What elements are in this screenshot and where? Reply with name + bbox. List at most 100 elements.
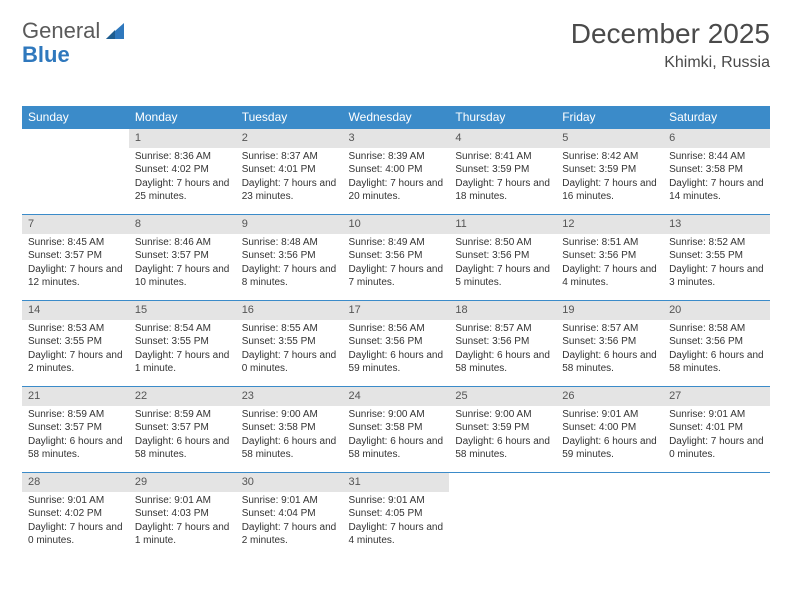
sunset-text: Sunset: 3:55 PM bbox=[669, 249, 764, 263]
daylight-text: Daylight: 6 hours and 58 minutes. bbox=[669, 349, 764, 376]
calendar-cell: 12Sunrise: 8:51 AMSunset: 3:56 PMDayligh… bbox=[556, 215, 663, 301]
calendar-cell: 6Sunrise: 8:44 AMSunset: 3:58 PMDaylight… bbox=[663, 129, 770, 215]
daylight-text: Daylight: 6 hours and 59 minutes. bbox=[349, 349, 444, 376]
page-header: General December 2025 Khimki, Russia bbox=[22, 18, 770, 72]
day-info: Sunrise: 8:56 AMSunset: 3:56 PMDaylight:… bbox=[343, 320, 450, 380]
dayname-mon: Monday bbox=[129, 106, 236, 129]
sunrise-text: Sunrise: 8:37 AM bbox=[242, 150, 337, 164]
sunset-text: Sunset: 3:58 PM bbox=[669, 163, 764, 177]
day-info: Sunrise: 9:01 AMSunset: 4:01 PMDaylight:… bbox=[663, 406, 770, 466]
calendar-week: 1Sunrise: 8:36 AMSunset: 4:02 PMDaylight… bbox=[22, 129, 770, 215]
daylight-text: Daylight: 7 hours and 12 minutes. bbox=[28, 263, 123, 290]
daylight-text: Daylight: 7 hours and 4 minutes. bbox=[349, 521, 444, 548]
daylight-text: Daylight: 7 hours and 0 minutes. bbox=[242, 349, 337, 376]
sunrise-text: Sunrise: 9:01 AM bbox=[669, 408, 764, 422]
day-info: Sunrise: 8:50 AMSunset: 3:56 PMDaylight:… bbox=[449, 234, 556, 294]
daylight-text: Daylight: 6 hours and 58 minutes. bbox=[135, 435, 230, 462]
sunrise-text: Sunrise: 9:00 AM bbox=[455, 408, 550, 422]
sunrise-text: Sunrise: 8:49 AM bbox=[349, 236, 444, 250]
day-info: Sunrise: 9:00 AMSunset: 3:58 PMDaylight:… bbox=[343, 406, 450, 466]
calendar-cell: 23Sunrise: 9:00 AMSunset: 3:58 PMDayligh… bbox=[236, 387, 343, 473]
day-number: 26 bbox=[556, 387, 663, 406]
day-number: 28 bbox=[22, 473, 129, 492]
day-number: 5 bbox=[556, 129, 663, 148]
calendar-cell: 22Sunrise: 8:59 AMSunset: 3:57 PMDayligh… bbox=[129, 387, 236, 473]
sunset-text: Sunset: 3:56 PM bbox=[562, 335, 657, 349]
calendar-cell: 9Sunrise: 8:48 AMSunset: 3:56 PMDaylight… bbox=[236, 215, 343, 301]
daylight-text: Daylight: 7 hours and 1 minute. bbox=[135, 521, 230, 548]
day-info: Sunrise: 8:39 AMSunset: 4:00 PMDaylight:… bbox=[343, 148, 450, 208]
sunrise-text: Sunrise: 9:01 AM bbox=[562, 408, 657, 422]
daylight-text: Daylight: 6 hours and 59 minutes. bbox=[562, 435, 657, 462]
day-number: 20 bbox=[663, 301, 770, 320]
calendar-week: 7Sunrise: 8:45 AMSunset: 3:57 PMDaylight… bbox=[22, 215, 770, 301]
day-info: Sunrise: 9:01 AMSunset: 4:03 PMDaylight:… bbox=[129, 492, 236, 552]
sunset-text: Sunset: 3:58 PM bbox=[349, 421, 444, 435]
calendar-cell: 2Sunrise: 8:37 AMSunset: 4:01 PMDaylight… bbox=[236, 129, 343, 215]
sunrise-text: Sunrise: 8:52 AM bbox=[669, 236, 764, 250]
logo-word-general: General bbox=[22, 18, 100, 44]
calendar-cell: 8Sunrise: 8:46 AMSunset: 3:57 PMDaylight… bbox=[129, 215, 236, 301]
daylight-text: Daylight: 7 hours and 2 minutes. bbox=[28, 349, 123, 376]
sunrise-text: Sunrise: 8:46 AM bbox=[135, 236, 230, 250]
sunset-text: Sunset: 3:56 PM bbox=[455, 335, 550, 349]
calendar-cell: 11Sunrise: 8:50 AMSunset: 3:56 PMDayligh… bbox=[449, 215, 556, 301]
day-info: Sunrise: 8:54 AMSunset: 3:55 PMDaylight:… bbox=[129, 320, 236, 380]
sunrise-text: Sunrise: 8:54 AM bbox=[135, 322, 230, 336]
calendar-cell: 30Sunrise: 9:01 AMSunset: 4:04 PMDayligh… bbox=[236, 473, 343, 559]
sunset-text: Sunset: 3:55 PM bbox=[242, 335, 337, 349]
sunset-text: Sunset: 4:01 PM bbox=[669, 421, 764, 435]
sunset-text: Sunset: 3:57 PM bbox=[28, 421, 123, 435]
calendar-cell: 5Sunrise: 8:42 AMSunset: 3:59 PMDaylight… bbox=[556, 129, 663, 215]
sunrise-text: Sunrise: 8:57 AM bbox=[455, 322, 550, 336]
sunset-text: Sunset: 3:56 PM bbox=[562, 249, 657, 263]
calendar-cell: 18Sunrise: 8:57 AMSunset: 3:56 PMDayligh… bbox=[449, 301, 556, 387]
sunrise-text: Sunrise: 8:44 AM bbox=[669, 150, 764, 164]
calendar-cell: 26Sunrise: 9:01 AMSunset: 4:00 PMDayligh… bbox=[556, 387, 663, 473]
calendar-cell: 31Sunrise: 9:01 AMSunset: 4:05 PMDayligh… bbox=[343, 473, 450, 559]
calendar-table: Sunday Monday Tuesday Wednesday Thursday… bbox=[22, 106, 770, 559]
calendar-cell: 1Sunrise: 8:36 AMSunset: 4:02 PMDaylight… bbox=[129, 129, 236, 215]
daylight-text: Daylight: 7 hours and 8 minutes. bbox=[242, 263, 337, 290]
day-info: Sunrise: 8:57 AMSunset: 3:56 PMDaylight:… bbox=[556, 320, 663, 380]
calendar-cell: 15Sunrise: 8:54 AMSunset: 3:55 PMDayligh… bbox=[129, 301, 236, 387]
title-block: December 2025 Khimki, Russia bbox=[571, 18, 770, 72]
day-number: 8 bbox=[129, 215, 236, 234]
daylight-text: Daylight: 7 hours and 7 minutes. bbox=[349, 263, 444, 290]
daylight-text: Daylight: 6 hours and 58 minutes. bbox=[349, 435, 444, 462]
calendar-week: 14Sunrise: 8:53 AMSunset: 3:55 PMDayligh… bbox=[22, 301, 770, 387]
dayname-fri: Friday bbox=[556, 106, 663, 129]
sunrise-text: Sunrise: 9:01 AM bbox=[349, 494, 444, 508]
calendar-cell bbox=[22, 129, 129, 215]
sunset-text: Sunset: 3:59 PM bbox=[455, 163, 550, 177]
calendar-cell: 13Sunrise: 8:52 AMSunset: 3:55 PMDayligh… bbox=[663, 215, 770, 301]
dayname-sat: Saturday bbox=[663, 106, 770, 129]
day-number: 14 bbox=[22, 301, 129, 320]
sunrise-text: Sunrise: 9:00 AM bbox=[242, 408, 337, 422]
sunset-text: Sunset: 3:59 PM bbox=[562, 163, 657, 177]
sunset-text: Sunset: 4:04 PM bbox=[242, 507, 337, 521]
day-info: Sunrise: 8:36 AMSunset: 4:02 PMDaylight:… bbox=[129, 148, 236, 208]
day-number: 23 bbox=[236, 387, 343, 406]
day-number: 15 bbox=[129, 301, 236, 320]
sunset-text: Sunset: 3:56 PM bbox=[242, 249, 337, 263]
sunrise-text: Sunrise: 8:36 AM bbox=[135, 150, 230, 164]
logo: General bbox=[22, 18, 128, 44]
calendar-week: 28Sunrise: 9:01 AMSunset: 4:02 PMDayligh… bbox=[22, 473, 770, 559]
sunset-text: Sunset: 3:59 PM bbox=[455, 421, 550, 435]
sunset-text: Sunset: 4:02 PM bbox=[135, 163, 230, 177]
day-info: Sunrise: 8:42 AMSunset: 3:59 PMDaylight:… bbox=[556, 148, 663, 208]
sunset-text: Sunset: 3:57 PM bbox=[135, 421, 230, 435]
dayname-thu: Thursday bbox=[449, 106, 556, 129]
sunset-text: Sunset: 3:55 PM bbox=[135, 335, 230, 349]
calendar-cell: 14Sunrise: 8:53 AMSunset: 3:55 PMDayligh… bbox=[22, 301, 129, 387]
day-number: 7 bbox=[22, 215, 129, 234]
sunset-text: Sunset: 4:00 PM bbox=[349, 163, 444, 177]
day-info: Sunrise: 9:01 AMSunset: 4:02 PMDaylight:… bbox=[22, 492, 129, 552]
day-number: 10 bbox=[343, 215, 450, 234]
sunset-text: Sunset: 4:03 PM bbox=[135, 507, 230, 521]
day-info: Sunrise: 8:46 AMSunset: 3:57 PMDaylight:… bbox=[129, 234, 236, 294]
daylight-text: Daylight: 6 hours and 58 minutes. bbox=[455, 435, 550, 462]
calendar-cell: 4Sunrise: 8:41 AMSunset: 3:59 PMDaylight… bbox=[449, 129, 556, 215]
day-number: 18 bbox=[449, 301, 556, 320]
